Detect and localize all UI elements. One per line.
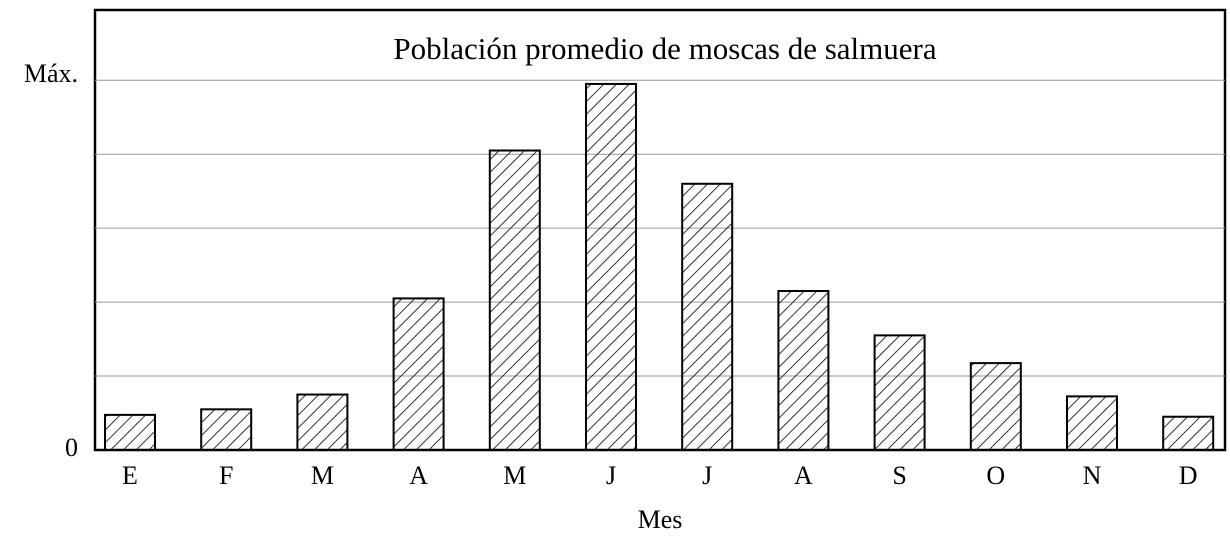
bar (969, 362, 1022, 452)
y-tick-label: 0 (65, 433, 78, 462)
y-tick-label: Máx. (24, 59, 78, 88)
bar (681, 182, 734, 451)
chart-title: Población promedio de moscas de salmuera (393, 31, 936, 66)
x-tick-label: J (606, 461, 616, 490)
bar (777, 290, 830, 451)
x-tick-label: A (794, 461, 813, 490)
x-tick-label: J (702, 461, 712, 490)
x-tick-label: F (219, 461, 233, 490)
bar (200, 408, 253, 451)
x-tick-label: S (892, 461, 906, 490)
bar (104, 413, 156, 452)
bar (296, 393, 349, 451)
bar (585, 82, 637, 451)
x-tick-label: M (311, 461, 334, 490)
bar (1066, 395, 1118, 452)
bar (392, 297, 445, 451)
bar (1162, 415, 1215, 451)
x-tick-label: D (1179, 461, 1198, 490)
x-tick-label: E (122, 461, 138, 490)
bar (488, 149, 541, 451)
x-tick-label: O (986, 461, 1005, 490)
x-tick-label: A (409, 461, 428, 490)
plot-frame (93, 8, 1227, 452)
x-tick-label: N (1083, 461, 1102, 490)
x-tick-label: M (503, 461, 526, 490)
bar (873, 334, 926, 451)
x-axis-label: Mes (638, 505, 683, 534)
